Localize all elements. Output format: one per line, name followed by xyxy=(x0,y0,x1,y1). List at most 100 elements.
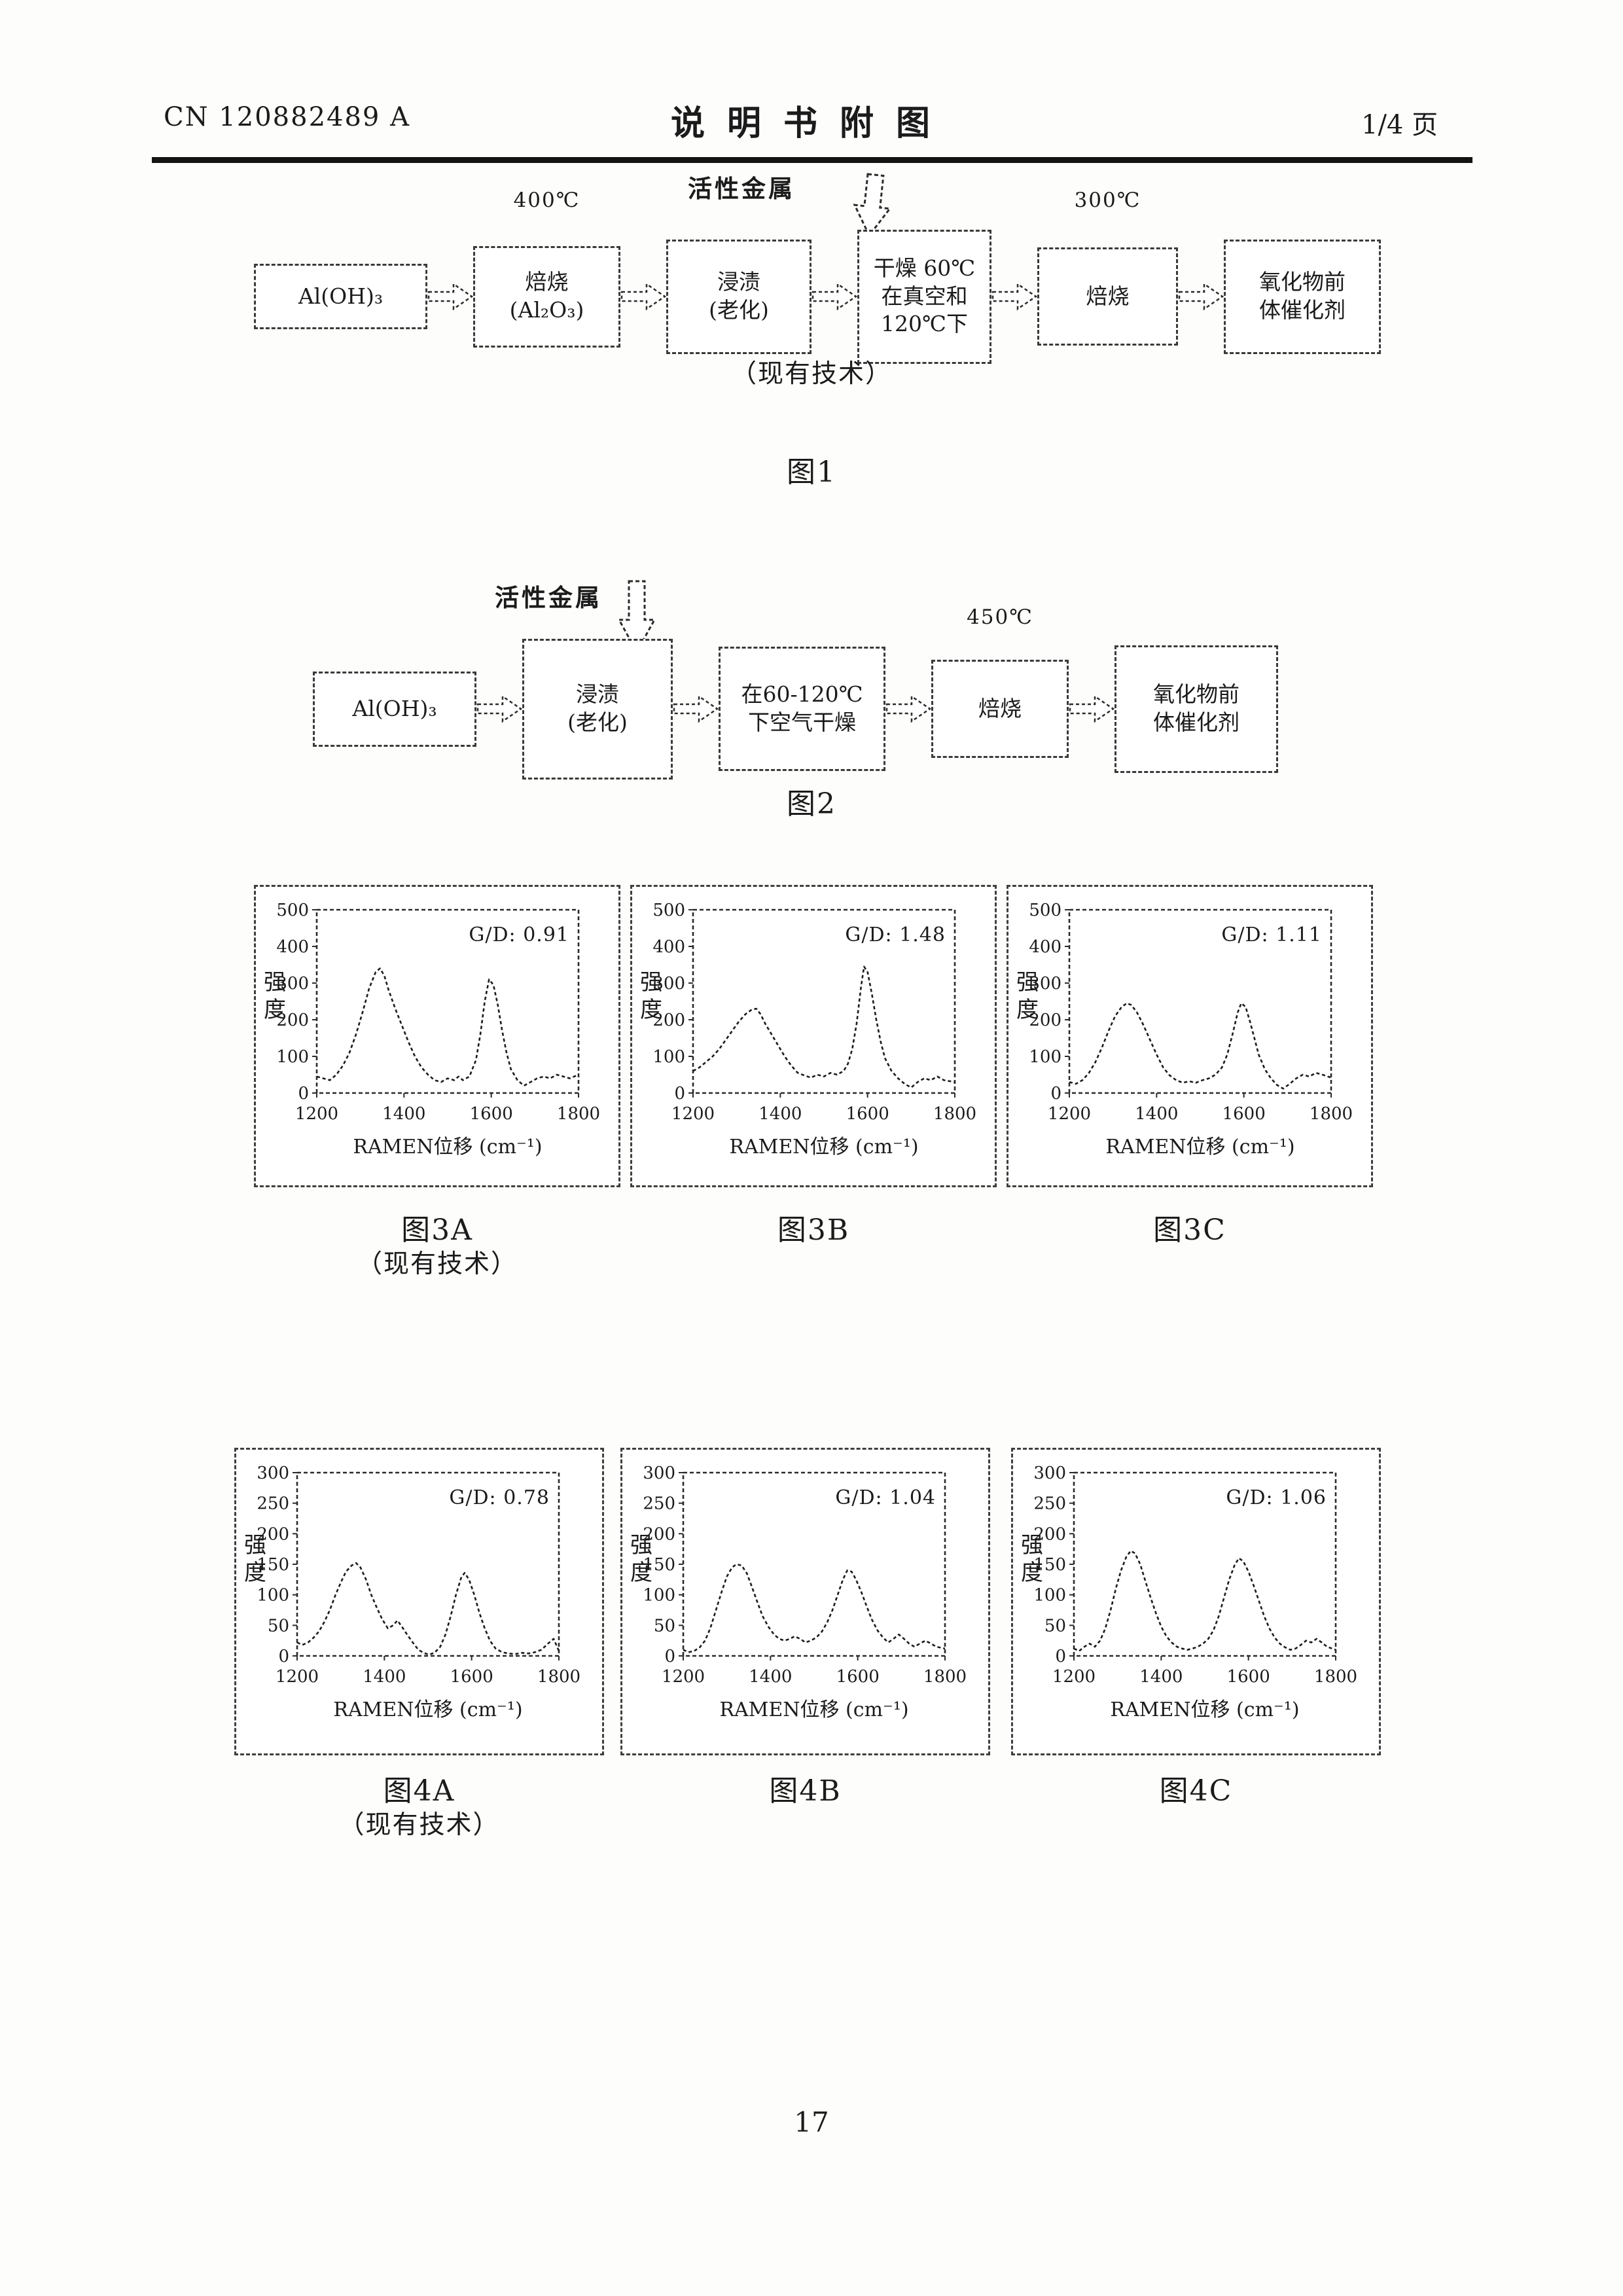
flow-box-oxide-precursor: 氧化物前 体催化剂 xyxy=(1224,239,1381,354)
spectrum-curve xyxy=(1073,1550,1336,1652)
y-axis-title: 强 xyxy=(264,969,286,996)
y-tick-label: 250 xyxy=(257,1494,289,1514)
figure2-caption: 图2 xyxy=(787,787,836,821)
figure3a-chart: 0 100 200 300 400 500 1200 1400 1600 1800 RAMEN位移 … xyxy=(264,901,600,1158)
x-axis-title: RAMEN位移 (cm⁻¹) xyxy=(1110,1698,1299,1721)
y-tick-label: 250 xyxy=(1033,1494,1066,1514)
right-arrow-icon xyxy=(885,694,931,723)
figure4a-caption: 图4A xyxy=(383,1774,455,1808)
figure1-prior-art-note: （现有技术） xyxy=(730,359,892,389)
y-tick-label: 100 xyxy=(1033,1586,1066,1605)
y-tick-label: 300 xyxy=(652,974,685,994)
right-arrow-icon xyxy=(991,282,1037,311)
x-tick-label: 1400 xyxy=(1139,1667,1183,1687)
y-tick-label: 0 xyxy=(298,1084,309,1103)
spectrum-curve xyxy=(692,965,955,1088)
y-tick-label: 200 xyxy=(643,1524,675,1544)
y-tick-label: 100 xyxy=(643,1586,675,1605)
y-tick-label: 200 xyxy=(257,1524,289,1544)
y-tick-label: 200 xyxy=(276,1011,309,1030)
y-tick-label: 400 xyxy=(652,937,685,957)
figure2-active-metal-label: 活性金属 xyxy=(495,583,602,612)
figure1-active-metal-label: 活性金属 xyxy=(688,174,795,203)
y-axis-title: 度 xyxy=(244,1560,266,1586)
figure3a-panel: 0 100 200 300 400 500 1200 1400 1600 1800 RAMEN位移 … xyxy=(254,885,620,1187)
y-axis-title: 度 xyxy=(1016,997,1039,1023)
flow-box-oxide-precursor: 氧化物前 体催化剂 xyxy=(1115,645,1278,773)
x-tick-label: 1200 xyxy=(276,1667,319,1687)
right-arrow-icon xyxy=(812,282,857,311)
y-tick-label: 100 xyxy=(1029,1047,1061,1067)
y-tick-label: 300 xyxy=(257,1463,289,1483)
page-number: 17 xyxy=(794,2106,829,2138)
x-axis-title: RAMEN位移 (cm⁻¹) xyxy=(1105,1136,1294,1158)
figure1-temp2-label: 300℃ xyxy=(1074,188,1141,212)
figure3b-panel: 0 100 200 300 400 500 1200 1400 1600 1800 RAMEN位移 … xyxy=(630,885,997,1187)
x-tick-label: 1600 xyxy=(1222,1104,1266,1124)
x-tick-label: 1800 xyxy=(557,1104,600,1124)
right-arrow-icon xyxy=(673,694,719,723)
y-tick-label: 0 xyxy=(664,1647,675,1666)
x-tick-label: 1800 xyxy=(923,1667,967,1687)
x-tick-label: 1600 xyxy=(836,1667,880,1687)
y-tick-label: 200 xyxy=(1033,1524,1066,1544)
plot-frame xyxy=(1068,908,1332,1094)
y-tick-label: 200 xyxy=(1029,1011,1061,1030)
figure3c-panel: 0 100 200 300 400 500 1200 1400 1600 1800 RAMEN位移 … xyxy=(1007,885,1373,1187)
gd-ratio-label: G/D: 1.48 xyxy=(845,924,946,946)
flow-box-air-drying: 在60-120℃ 下空气干燥 xyxy=(719,647,885,771)
flow-box-calcine2: 焙烧 xyxy=(1037,247,1178,346)
flow-box-aloh3: Al(OH)₃ xyxy=(254,264,427,329)
figure3c-chart: 0 100 200 300 400 500 1200 1400 1600 1800 RAMEN位移 … xyxy=(1016,901,1353,1158)
y-tick-label: 100 xyxy=(652,1047,685,1067)
y-axis-title: 度 xyxy=(1021,1560,1043,1586)
figure4b-caption: 图4B xyxy=(769,1774,842,1808)
gd-ratio-label: G/D: 1.06 xyxy=(1226,1486,1327,1509)
page-indicator: 1/4 页 xyxy=(1361,110,1438,140)
y-tick-label: 300 xyxy=(276,974,309,994)
x-tick-label: 1800 xyxy=(1314,1667,1357,1687)
y-axis-title: 强 xyxy=(1016,969,1039,996)
figure3b-chart: 0 100 200 300 400 500 1200 1400 1600 1800 RAMEN位移 … xyxy=(640,901,976,1158)
y-tick-label: 200 xyxy=(652,1011,685,1030)
figure4b-chart: 0 50 100 150 200 250 300 1200 1400 1600 1800 RAMEN位… xyxy=(630,1463,967,1721)
figure3c-caption: 图3C xyxy=(1153,1213,1226,1247)
right-arrow-icon xyxy=(1069,694,1115,723)
y-tick-label: 0 xyxy=(1050,1084,1061,1103)
flow-box-calcine1: 焙烧 (Al₂O₃) xyxy=(473,245,620,348)
right-arrow-icon xyxy=(620,282,666,311)
y-tick-label: 250 xyxy=(643,1494,675,1514)
y-tick-label: 50 xyxy=(654,1616,675,1636)
y-tick-label: 500 xyxy=(1029,901,1061,920)
figure1-flowchart: 400℃ 活性金属 300℃ Al(OH)₃ 焙烧 (Al₂O₃) 浸渍 (老化… xyxy=(254,169,1382,385)
y-tick-label: 300 xyxy=(1029,974,1061,994)
figure4b-panel: 0 50 100 150 200 250 300 1200 1400 1600 1800 RAMEN位… xyxy=(620,1448,990,1755)
y-tick-label: 400 xyxy=(276,937,309,957)
x-tick-label: 1800 xyxy=(537,1667,580,1687)
y-tick-label: 500 xyxy=(652,901,685,920)
x-tick-label: 1400 xyxy=(749,1667,792,1687)
down-arrow-icon xyxy=(617,580,656,655)
x-tick-label: 1400 xyxy=(363,1667,406,1687)
y-axis-title: 强 xyxy=(1021,1532,1043,1558)
y-tick-label: 0 xyxy=(278,1647,289,1666)
spectrum-curve xyxy=(683,1563,946,1653)
right-arrow-icon xyxy=(427,282,473,311)
x-tick-label: 1200 xyxy=(662,1667,705,1687)
x-axis-title: RAMEN位移 (cm⁻¹) xyxy=(719,1698,908,1721)
y-tick-label: 50 xyxy=(268,1616,289,1636)
spectrum-curve xyxy=(316,967,579,1087)
figure4a-chart: 0 50 100 150 200 250 300 1200 1400 1600 1800 RAMEN位… xyxy=(244,1463,580,1721)
y-tick-label: 100 xyxy=(276,1047,309,1067)
y-axis-title: 强 xyxy=(244,1532,266,1558)
figure2-temp-label: 450℃ xyxy=(967,605,1033,629)
figure1-caption: 图1 xyxy=(787,456,836,489)
gd-ratio-label: G/D: 0.91 xyxy=(469,924,569,946)
x-tick-label: 1400 xyxy=(1135,1104,1178,1124)
y-tick-label: 300 xyxy=(643,1463,675,1483)
figure4c-chart: 0 50 100 150 200 250 300 1200 1400 1600 1800 RAMEN位… xyxy=(1021,1463,1357,1721)
x-axis-title: RAMEN位移 (cm⁻¹) xyxy=(333,1698,522,1721)
y-tick-label: 50 xyxy=(1044,1616,1066,1636)
flow-box-aloh3: Al(OH)₃ xyxy=(313,671,476,747)
